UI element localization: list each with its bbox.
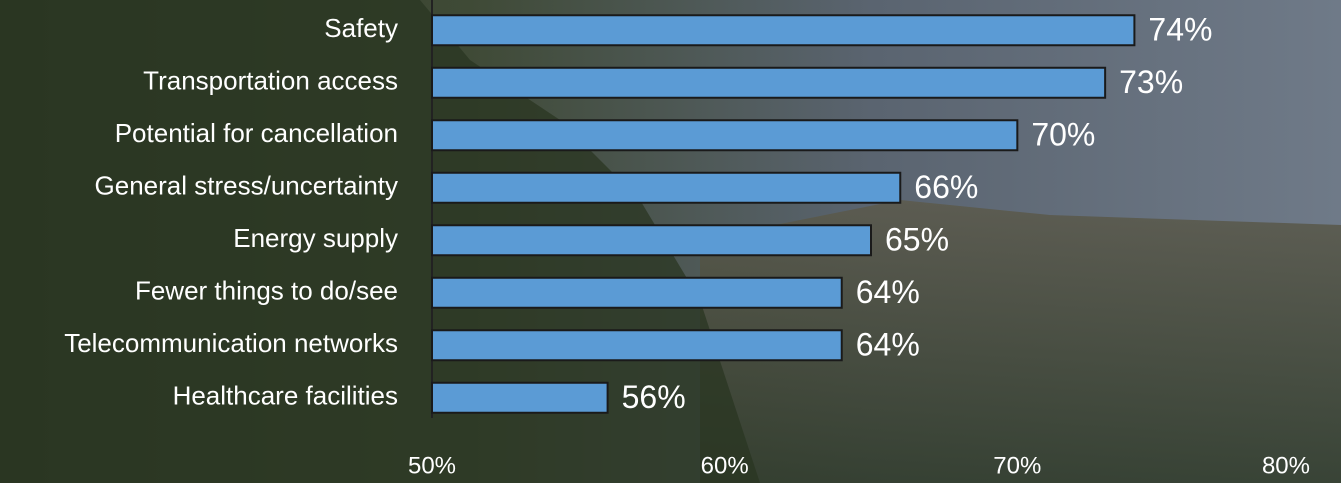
value-label: 64% <box>856 274 920 310</box>
y-tick-label: Healthcare facilities <box>173 381 398 411</box>
bar <box>432 278 842 308</box>
y-tick-label: Fewer things to do/see <box>135 276 398 306</box>
y-tick-label: Telecommunication networks <box>64 328 398 358</box>
y-tick-label: Transportation access <box>143 66 398 96</box>
value-label: 66% <box>914 169 978 205</box>
y-tick-label: Safety <box>324 13 398 43</box>
value-label: 64% <box>856 327 920 363</box>
y-tick-label: General stress/uncertainty <box>95 171 398 201</box>
x-tick-label: 70% <box>993 452 1041 479</box>
page: {"chart_data": { "type": "bar", "orienta… <box>0 0 1341 483</box>
bar <box>432 120 1017 150</box>
value-label: 73% <box>1119 64 1183 100</box>
bar <box>432 383 608 413</box>
value-label: 56% <box>622 379 686 415</box>
value-label: 74% <box>1148 12 1212 48</box>
value-label: 65% <box>885 222 949 258</box>
x-tick-label: 60% <box>701 452 749 479</box>
bar <box>432 330 842 360</box>
value-label: 70% <box>1031 117 1095 153</box>
y-tick-label: Energy supply <box>233 223 398 253</box>
bar <box>432 225 871 255</box>
chart: 50% 60% 70% 80% Safety 74% Transportation acce… <box>0 0 1341 483</box>
y-tick-label: Potential for cancellation <box>115 118 398 148</box>
x-tick-label: 50% <box>408 452 456 479</box>
bar <box>432 173 900 203</box>
x-tick-label: 80% <box>1262 452 1310 479</box>
bar <box>432 15 1134 45</box>
bar <box>432 68 1105 98</box>
